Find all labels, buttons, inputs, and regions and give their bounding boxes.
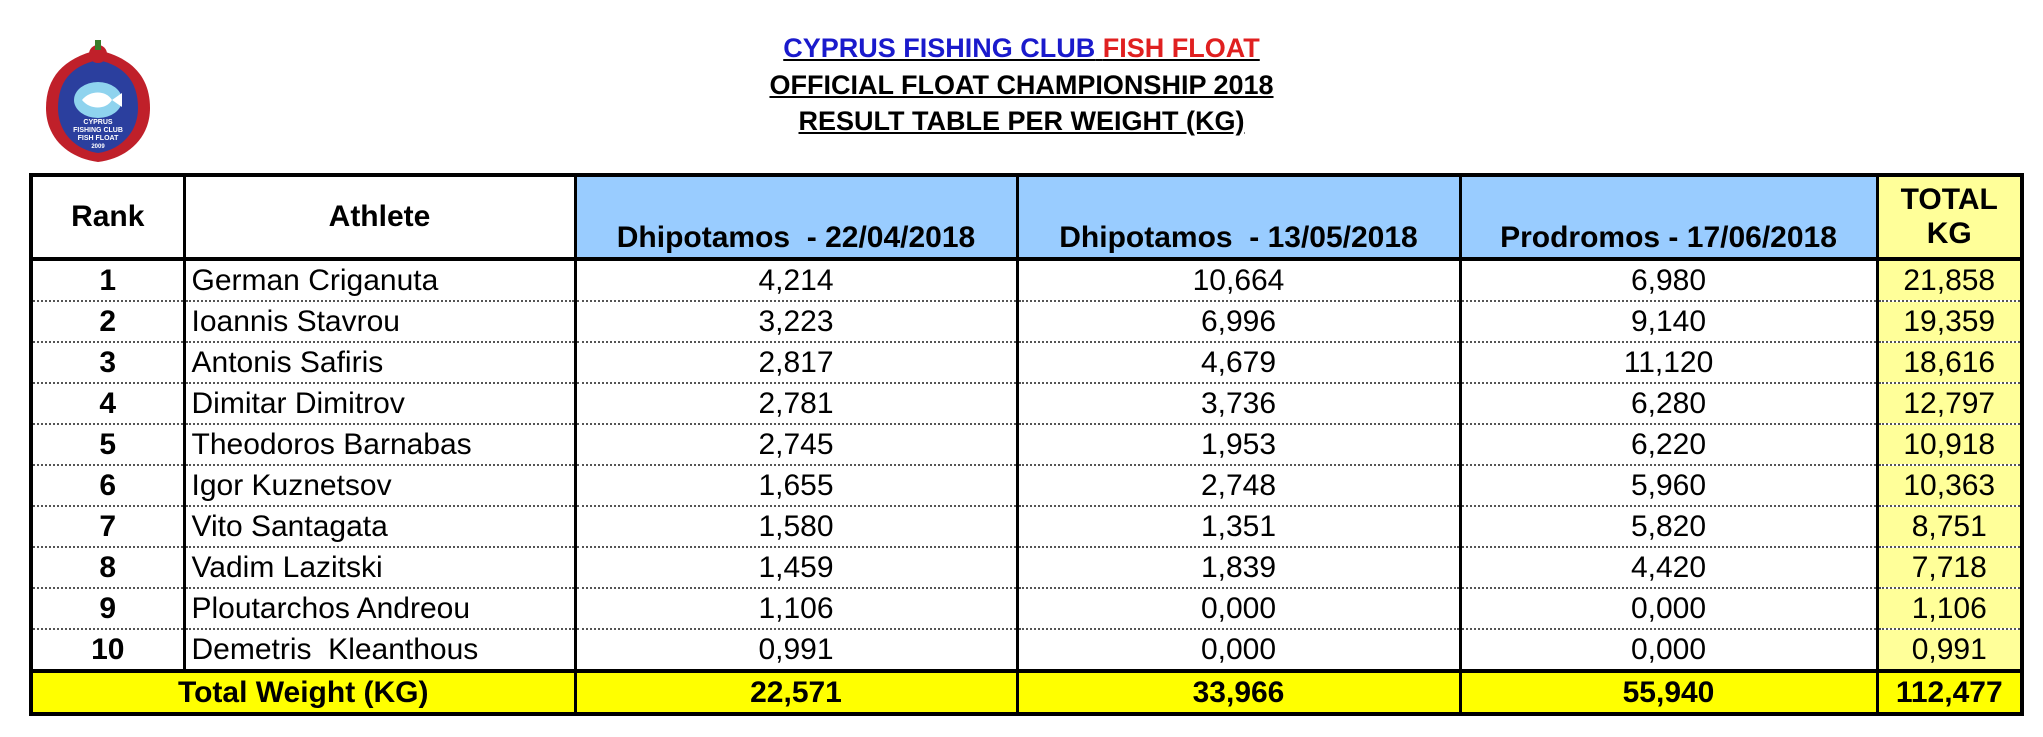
table-cell: 0,991 <box>1875 629 2024 672</box>
table-cell: 10,363 <box>1875 465 2024 507</box>
table-cell: 6,980 <box>1458 259 1879 302</box>
table-cell: Theodoros Barnabas <box>182 424 577 466</box>
table-cell: 1,106 <box>573 588 1019 630</box>
column-header: Dhipotamos - 22/04/2018 <box>573 175 1019 261</box>
table-cell: 0,000 <box>1458 629 1879 672</box>
table-cell: Ioannis Stavrou <box>182 301 577 343</box>
table-cell: 0,000 <box>1015 588 1462 630</box>
table-cell: 6,280 <box>1458 383 1879 425</box>
table-cell: 2,745 <box>573 424 1019 466</box>
table-cell: 1,106 <box>1875 588 2024 630</box>
logo-text: FISHING CLUB <box>73 127 123 134</box>
table-cell: Vito Santagata <box>182 506 577 548</box>
total-row: Total Weight (KG) 22,571 33,966 55,940 112,4… <box>29 669 2024 714</box>
table-cell: 3,736 <box>1015 383 1462 425</box>
table-cell: Vadim Lazitski <box>182 547 577 589</box>
table-row: 5 Theodoros Barnabas 2,745 1,953 6,220 10,918 <box>29 424 2024 466</box>
table-cell: 4,214 <box>573 259 1019 302</box>
table-row: 9 Ploutarchos Andreou 1,106 0,000 0,000 1,106 <box>29 588 2024 630</box>
column-header: Athlete <box>182 175 577 261</box>
column-header: TOTAL KG <box>1875 175 2024 261</box>
table-cell: 9,140 <box>1458 301 1879 343</box>
table-row: 3 Antonis Safiris 2,817 4,679 11,120 18,616 <box>29 342 2024 384</box>
table-cell: 12,797 <box>1875 383 2024 425</box>
table-cell: 19,359 <box>1875 301 2024 343</box>
table-cell: 5,960 <box>1458 465 1879 507</box>
table-cell: 1 <box>29 259 186 302</box>
table-cell: 10,664 <box>1015 259 1462 302</box>
table-cell: 0,000 <box>1015 629 1462 672</box>
table-cell: Demetris Kleanthous <box>182 629 577 672</box>
table-cell: 2,817 <box>573 342 1019 384</box>
table-cell: 4 <box>29 383 186 425</box>
table-cell: 10,918 <box>1875 424 2024 466</box>
table-cell: 4,679 <box>1015 342 1462 384</box>
table-cell: 11,120 <box>1458 342 1879 384</box>
total-label: Total Weight (KG) <box>29 669 577 714</box>
table-row: 7 Vito Santagata 1,580 1,351 5,820 8,751 <box>29 506 2024 548</box>
total-cell: 22,571 <box>573 669 1019 714</box>
results-table: Rank Athlete Dhipotamos - 22/04/2018 Dhipot… <box>29 173 2024 716</box>
table-cell: 2,781 <box>573 383 1019 425</box>
table-row: 6 Igor Kuznetsov 1,655 2,748 5,960 10,363 <box>29 465 2024 507</box>
table-cell: 8,751 <box>1875 506 2024 548</box>
table-row: 10 Demetris Kleanthous 0,991 0,000 0,000 0,99… <box>29 629 2024 672</box>
column-header: Prodromos - 17/06/2018 <box>1458 175 1879 261</box>
table-cell: 2 <box>29 301 186 343</box>
club-logo: CYPRUS FISHING CLUB FISH FLOAT 2009 <box>46 40 150 162</box>
table-cell: 1,655 <box>573 465 1019 507</box>
table-cell: 7 <box>29 506 186 548</box>
table-cell: 7,718 <box>1875 547 2024 589</box>
subtitle: OFFICIAL FLOAT CHAMPIONSHIP 2018 <box>769 70 1274 100</box>
table-cell: 21,858 <box>1875 259 2024 302</box>
table-cell: 8 <box>29 547 186 589</box>
table-cell: 4,420 <box>1458 547 1879 589</box>
logo-text: 2009 <box>91 144 105 150</box>
table-cell: 9 <box>29 588 186 630</box>
total-cell: 33,966 <box>1015 669 1462 714</box>
table-row: 4 Dimitar Dimitrov 2,781 3,736 6,280 12,797 <box>29 383 2024 425</box>
table-row: 1 German Criganuta 4,214 10,664 6,980 21,858 <box>29 259 2024 302</box>
title: CYPRUS FISHING CLUB FISH FLOAT <box>0 33 2043 64</box>
table-cell: 5,820 <box>1458 506 1879 548</box>
table-cell: 1,839 <box>1015 547 1462 589</box>
table-cell: 18,616 <box>1875 342 2024 384</box>
table-cell: 10 <box>29 629 186 672</box>
table-cell: Ploutarchos Andreou <box>182 588 577 630</box>
title-blue: CYPRUS FISHING CLUB <box>783 33 1096 63</box>
column-header: Dhipotamos - 13/05/2018 <box>1015 175 1462 261</box>
logo-text: FISH FLOAT <box>78 135 119 142</box>
subtitle: RESULT TABLE PER WEIGHT (KG) <box>798 106 1245 136</box>
logo-text: CYPRUS <box>83 119 113 126</box>
table-cell: 1,580 <box>573 506 1019 548</box>
table-cell: 1,351 <box>1015 506 1462 548</box>
table-cell: German Criganuta <box>182 259 577 302</box>
table-cell: 0,000 <box>1458 588 1879 630</box>
table-cell: 1,459 <box>573 547 1019 589</box>
table-row: 8 Vadim Lazitski 1,459 1,839 4,420 7,718 <box>29 547 2024 589</box>
table-cell: 3 <box>29 342 186 384</box>
total-cell: 112,477 <box>1875 669 2024 714</box>
table-row: 2 Ioannis Stavrou 3,223 6,996 9,140 19,359 <box>29 301 2024 343</box>
table-cell: 6 <box>29 465 186 507</box>
table-cell: 6,996 <box>1015 301 1462 343</box>
total-cell: 55,940 <box>1458 669 1879 714</box>
table-cell: Igor Kuznetsov <box>182 465 577 507</box>
table-cell: 6,220 <box>1458 424 1879 466</box>
table-cell: 1,953 <box>1015 424 1462 466</box>
table-cell: 2,748 <box>1015 465 1462 507</box>
table-cell: 0,991 <box>573 629 1019 672</box>
title-red: FISH FLOAT <box>1102 33 1260 63</box>
table-cell: 5 <box>29 424 186 466</box>
table-cell: Dimitar Dimitrov <box>182 383 577 425</box>
table-cell: Antonis Safiris <box>182 342 577 384</box>
header-row: Rank Athlete Dhipotamos - 22/04/2018 Dhipot… <box>29 175 2024 261</box>
column-header: Rank <box>29 175 186 261</box>
table-cell: 3,223 <box>573 301 1019 343</box>
